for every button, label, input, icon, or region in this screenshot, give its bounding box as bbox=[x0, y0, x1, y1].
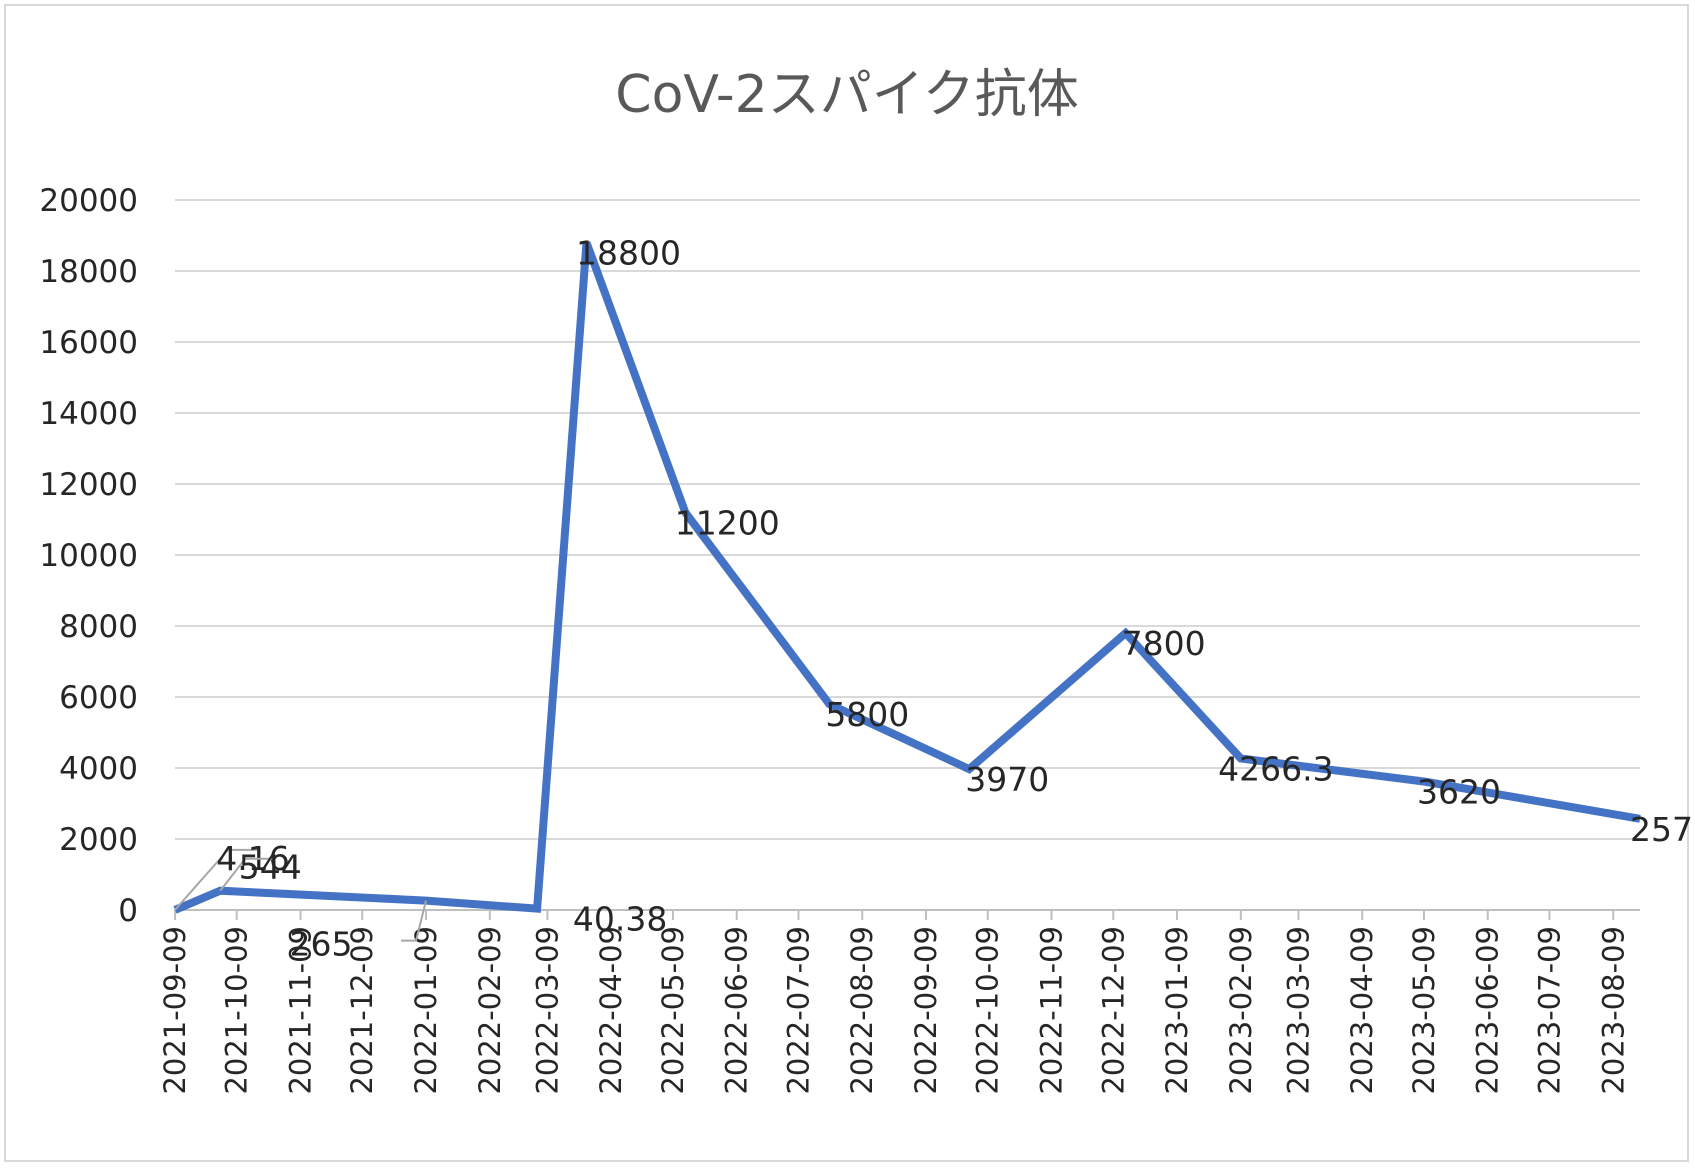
x-tick-label: 2021-12-09 bbox=[345, 926, 379, 1095]
series-group bbox=[173, 241, 1641, 914]
data-label: 40.38 bbox=[573, 900, 667, 939]
y-tick-label: 4000 bbox=[59, 751, 138, 787]
x-axis: 2021-09-09 2021-10-09 2021-11-09 2021-12-09… bbox=[158, 909, 1640, 1095]
y-axis-ticks: 0 2000 4000 6000 8000 10000 12000 14000 16000 180… bbox=[39, 183, 138, 929]
x-tick-label: 2022-07-09 bbox=[781, 926, 815, 1095]
series-line bbox=[173, 241, 1641, 914]
data-label: 3970 bbox=[965, 760, 1049, 799]
x-tick-label: 2022-12-09 bbox=[1096, 926, 1130, 1095]
x-tick-label: 2023-07-09 bbox=[1532, 926, 1566, 1095]
y-tick-label: 8000 bbox=[59, 609, 138, 645]
x-tick-label: 2022-03-09 bbox=[530, 926, 564, 1095]
x-tick-label: 2022-09-09 bbox=[909, 926, 943, 1095]
x-tick-label: 2023-05-09 bbox=[1407, 926, 1441, 1095]
data-label: 2570 bbox=[1630, 810, 1695, 849]
x-tick-label: 2022-04-09 bbox=[594, 926, 628, 1095]
leader-line bbox=[219, 857, 276, 892]
x-tick-label: 2022-06-09 bbox=[720, 926, 754, 1095]
data-label: 4266.3 bbox=[1218, 750, 1333, 789]
y-tick-label: 18000 bbox=[39, 254, 138, 290]
data-label: 7800 bbox=[1122, 624, 1206, 663]
data-labels: 4.1654426540.381880011200580039707800426… bbox=[174, 234, 1695, 964]
y-tick-label: 10000 bbox=[39, 538, 138, 574]
x-tick-label: 2021-11-09 bbox=[284, 926, 318, 1095]
data-label: 3620 bbox=[1417, 772, 1501, 811]
x-tick-label: 2023-01-09 bbox=[1160, 926, 1194, 1095]
x-tick-label: 2022-05-09 bbox=[656, 926, 690, 1095]
y-tick-label: 6000 bbox=[59, 680, 138, 716]
x-tick-label: 2022-11-09 bbox=[1035, 926, 1069, 1095]
data-label: 544 bbox=[239, 848, 302, 887]
data-label: 5800 bbox=[825, 695, 909, 734]
y-tick-label: 2000 bbox=[59, 822, 138, 858]
x-tick-label: 2022-08-09 bbox=[845, 926, 879, 1095]
data-label: 11200 bbox=[675, 503, 780, 542]
x-tick-label: 2022-10-09 bbox=[971, 926, 1005, 1095]
x-tick-label: 2021-09-09 bbox=[158, 926, 192, 1095]
y-tick-label: 0 bbox=[118, 893, 138, 929]
data-label: 18800 bbox=[576, 234, 681, 273]
y-tick-label: 12000 bbox=[39, 467, 138, 503]
x-tick-label: 2023-06-09 bbox=[1471, 926, 1505, 1095]
x-tick-label: 2021-10-09 bbox=[220, 926, 254, 1095]
leader-line bbox=[401, 900, 427, 942]
x-tick-label: 2023-02-09 bbox=[1224, 926, 1258, 1095]
leader-line bbox=[174, 848, 258, 911]
x-tick-label: 2022-02-09 bbox=[473, 926, 507, 1095]
x-tick-label: 2023-04-09 bbox=[1345, 926, 1379, 1095]
chart-title: CoV-2スパイク抗体 bbox=[615, 65, 1078, 125]
x-tick-label: 2023-08-09 bbox=[1596, 926, 1630, 1095]
x-tick-label: 2022-01-09 bbox=[409, 926, 443, 1095]
y-tick-label: 16000 bbox=[39, 325, 138, 361]
data-label: 265 bbox=[290, 925, 353, 964]
x-tick-label: 2023-03-09 bbox=[1281, 926, 1315, 1095]
y-tick-label: 20000 bbox=[39, 183, 138, 219]
chart-frame bbox=[4, 4, 1689, 1162]
y-tick-label: 14000 bbox=[39, 396, 138, 432]
